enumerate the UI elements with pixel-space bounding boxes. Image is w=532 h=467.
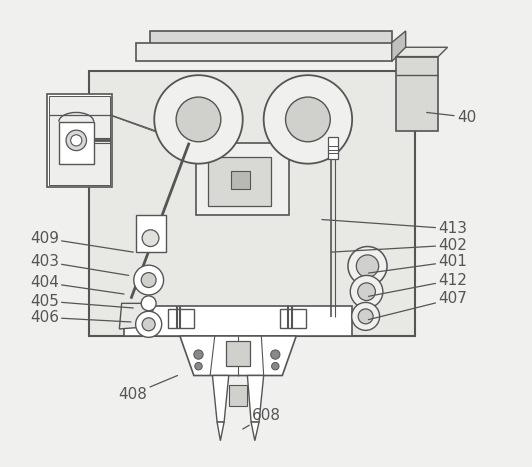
Text: 407: 407 [369,291,467,319]
Bar [59,122,94,163]
Text: 402: 402 [331,238,467,253]
Bar [196,143,289,215]
Bar [227,340,250,366]
Circle shape [141,273,156,288]
Polygon shape [180,336,296,375]
Bar [229,385,247,406]
Polygon shape [251,422,259,441]
Bar [47,94,112,187]
Text: 412: 412 [369,273,467,297]
Text: 404: 404 [30,275,124,294]
Bar [136,42,392,61]
Text: 40: 40 [427,110,476,125]
Circle shape [271,350,280,359]
Circle shape [350,276,383,308]
Bar [49,96,110,184]
Text: 413: 413 [322,219,467,236]
Polygon shape [212,375,229,422]
Circle shape [352,303,380,330]
Bar [136,215,166,252]
Circle shape [272,362,279,370]
Bar [89,71,415,336]
Circle shape [142,230,159,247]
Bar [168,309,194,327]
Text: 608: 608 [243,408,281,429]
Polygon shape [217,422,224,441]
Text: 403: 403 [30,254,129,276]
Circle shape [134,265,163,295]
Circle shape [154,75,243,163]
Bar [231,170,250,189]
Text: 405: 405 [30,294,134,309]
Bar [149,31,392,52]
Bar [328,137,338,159]
Circle shape [195,362,202,370]
Text: 408: 408 [119,375,178,402]
Circle shape [348,247,387,286]
Circle shape [286,97,330,142]
Bar [396,57,438,131]
Circle shape [358,283,376,301]
Bar [280,309,305,327]
Circle shape [71,135,82,146]
Text: 401: 401 [369,254,467,273]
Polygon shape [396,47,447,57]
Circle shape [358,309,373,324]
Bar [124,306,352,336]
Circle shape [176,97,221,142]
Circle shape [136,311,162,337]
Bar [208,156,271,205]
Circle shape [194,350,203,359]
Circle shape [66,130,87,151]
Text: 406: 406 [30,310,131,325]
Circle shape [141,296,156,311]
Polygon shape [247,375,264,422]
Polygon shape [119,304,154,329]
Circle shape [142,318,155,331]
Circle shape [356,255,379,277]
Text: 409: 409 [30,231,134,252]
Polygon shape [392,31,406,61]
Circle shape [264,75,352,163]
